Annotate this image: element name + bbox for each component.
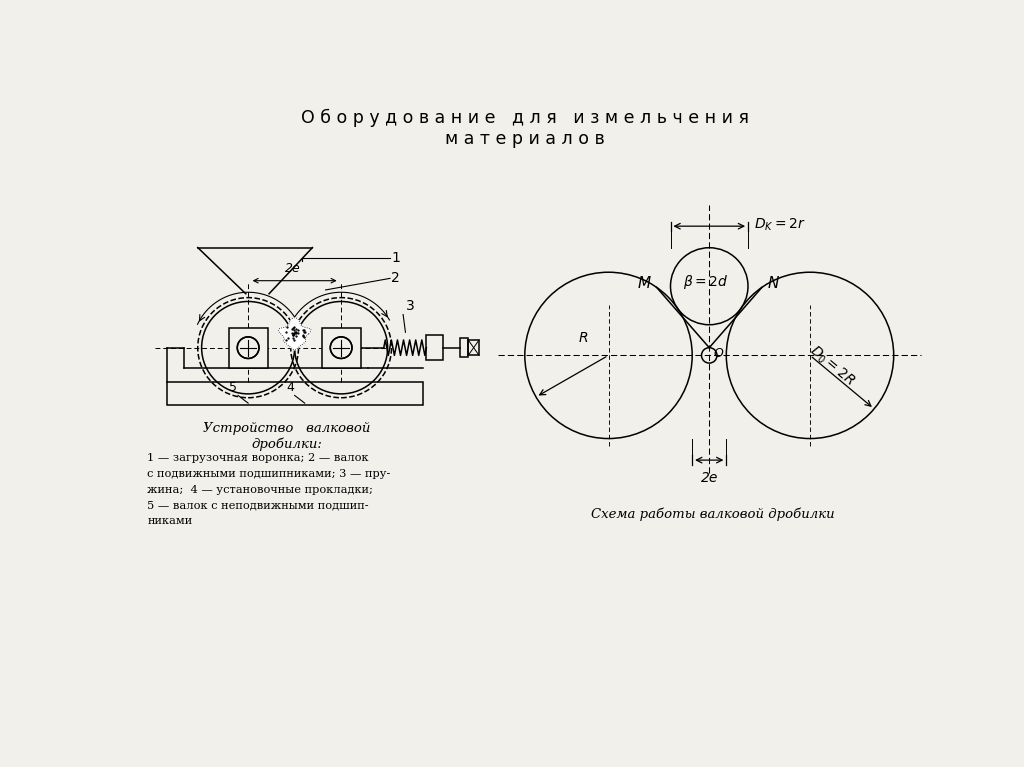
Text: $\beta=2d$: $\beta=2d$ xyxy=(683,273,728,291)
Text: O: O xyxy=(713,347,723,360)
Bar xyxy=(468,340,479,355)
Text: $D_K=2r$: $D_K=2r$ xyxy=(755,216,806,233)
Bar xyxy=(167,382,423,406)
Text: 4: 4 xyxy=(287,381,295,394)
Bar xyxy=(228,328,267,367)
Bar xyxy=(322,328,360,367)
Text: дробилки:: дробилки: xyxy=(252,438,323,451)
Circle shape xyxy=(331,337,352,358)
Text: жина;  4 — установочные прокладки;: жина; 4 — установочные прокладки; xyxy=(147,485,374,495)
Text: Схема работы валковой дробилки: Схема работы валковой дробилки xyxy=(591,507,835,521)
Text: 1 — загрузочная воронка; 2 — валок: 1 — загрузочная воронка; 2 — валок xyxy=(147,453,369,463)
Circle shape xyxy=(238,337,259,358)
Text: R: R xyxy=(579,331,589,344)
Text: 2e: 2e xyxy=(286,262,301,275)
Text: 5: 5 xyxy=(229,381,238,394)
Text: м а т е р и а л о в: м а т е р и а л о в xyxy=(444,130,605,148)
Text: 2: 2 xyxy=(391,272,400,285)
Polygon shape xyxy=(279,318,311,350)
Text: никами: никами xyxy=(147,516,193,526)
Text: 5 — валок с неподвижными подшип-: 5 — валок с неподвижными подшип- xyxy=(147,501,369,511)
Bar xyxy=(426,335,443,360)
Text: 1: 1 xyxy=(391,251,400,265)
Text: M: M xyxy=(637,276,650,291)
Text: 2e: 2e xyxy=(700,471,718,485)
Text: с подвижными подшипниками; 3 — пру-: с подвижными подшипниками; 3 — пру- xyxy=(147,469,391,479)
Text: $D_0=2R$: $D_0=2R$ xyxy=(806,342,857,389)
Text: 3: 3 xyxy=(406,299,414,313)
Text: Устройство   валковой: Устройство валковой xyxy=(203,423,371,436)
Text: О б о р у д о в а н и е   д л я   и з м е л ь ч е н и я: О б о р у д о в а н и е д л я и з м е л … xyxy=(301,109,749,127)
Text: N: N xyxy=(767,276,779,291)
Bar xyxy=(461,338,468,357)
